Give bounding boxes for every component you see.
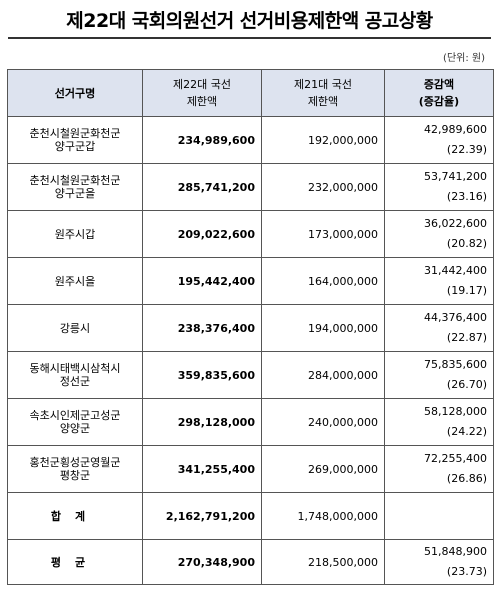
header-21st-limit: 제21대 국선 제한액 <box>261 69 385 117</box>
table-row: 동해시태백시삼척시 정선군 359,835,600 284,000,000 75,835… <box>7 351 494 399</box>
change-amount: 44,376,400 (22.87) <box>384 304 494 352</box>
change-amount: 51,848,900 (23.73) <box>384 539 494 585</box>
table-row: 홍천군횡성군영월군 평창군 341,255,400 269,000,000 72,255… <box>7 445 494 493</box>
change-amount: 75,835,600 (26.70) <box>384 351 494 399</box>
limit-21st: 232,000,000 <box>261 163 385 211</box>
district-name: 춘천시철원군화천군 양구군갑 <box>7 116 143 164</box>
limit-22nd: 2,162,791,200 <box>142 492 262 540</box>
limit-22nd: 298,128,000 <box>142 398 262 446</box>
change-amount: 58,128,000 (24.22) <box>384 398 494 446</box>
district-name: 합계 <box>7 492 143 540</box>
limit-22nd: 341,255,400 <box>142 445 262 493</box>
header-district: 선거구명 <box>7 69 143 117</box>
district-name: 속초시인제군고성군 양양군 <box>7 398 143 446</box>
cost-limit-table: 선거구명 제22대 국선 제한액 제21대 국선 제한액 증감액 (증감율) 춘천시철… <box>7 69 494 585</box>
unit-label: (단위: 원) <box>443 53 485 64</box>
limit-21st: 284,000,000 <box>261 351 385 399</box>
district-name: 원주시갑 <box>7 210 143 258</box>
table-row: 강릉시 238,376,400 194,000,000 44,376,400 (22.8… <box>7 304 494 352</box>
limit-22nd: 195,442,400 <box>142 257 262 305</box>
table-row: 합계 2,162,791,200 1,748,000,000 <box>7 492 494 540</box>
limit-21st: 173,000,000 <box>261 210 385 258</box>
district-name: 춘천시철원군화천군 양구군을 <box>7 163 143 211</box>
limit-21st: 240,000,000 <box>261 398 385 446</box>
limit-21st: 194,000,000 <box>261 304 385 352</box>
table-row: 속초시인제군고성군 양양군 298,128,000 240,000,000 58,128… <box>7 398 494 446</box>
header-change: 증감액 (증감율) <box>384 69 494 117</box>
limit-21st: 192,000,000 <box>261 116 385 164</box>
change-amount: 36,022,600 (20.82) <box>384 210 494 258</box>
table-row: 춘천시철원군화천군 양구군을 285,741,200 232,000,000 53,74… <box>7 163 494 211</box>
title-underline <box>8 37 491 39</box>
limit-22nd: 359,835,600 <box>142 351 262 399</box>
limit-21st: 164,000,000 <box>261 257 385 305</box>
change-amount: 31,442,400 (19.17) <box>384 257 494 305</box>
title-box: 제22대 국회의원선거 선거비용제한액 공고상황 <box>8 4 491 39</box>
district-name: 강릉시 <box>7 304 143 352</box>
limit-22nd: 270,348,900 <box>142 539 262 585</box>
table-header-row: 선거구명 제22대 국선 제한액 제21대 국선 제한액 증감액 (증감율) <box>7 69 494 117</box>
header-22nd-limit: 제22대 국선 제한액 <box>142 69 262 117</box>
table-row: 춘천시철원군화천군 양구군갑 234,989,600 192,000,000 42,98… <box>7 116 494 164</box>
limit-22nd: 234,989,600 <box>142 116 262 164</box>
table-row: 원주시갑 209,022,600 173,000,000 36,022,600 (20.… <box>7 210 494 258</box>
limit-22nd: 238,376,400 <box>142 304 262 352</box>
district-name: 홍천군횡성군영월군 평창군 <box>7 445 143 493</box>
table-row: 평균 270,348,900 218,500,000 51,848,900 (23.73… <box>7 539 494 585</box>
limit-22nd: 209,022,600 <box>142 210 262 258</box>
district-name: 평균 <box>7 539 143 585</box>
limit-21st: 218,500,000 <box>261 539 385 585</box>
page-title: 제22대 국회의원선거 선거비용제한액 공고상황 <box>66 10 433 32</box>
limit-21st: 1,748,000,000 <box>261 492 385 540</box>
limit-22nd: 285,741,200 <box>142 163 262 211</box>
limit-21st: 269,000,000 <box>261 445 385 493</box>
change-amount: 42,989,600 (22.39) <box>384 116 494 164</box>
change-amount <box>384 492 494 540</box>
change-amount: 53,741,200 (23.16) <box>384 163 494 211</box>
district-name: 동해시태백시삼척시 정선군 <box>7 351 143 399</box>
table-row: 원주시을 195,442,400 164,000,000 31,442,400 (19.… <box>7 257 494 305</box>
district-name: 원주시을 <box>7 257 143 305</box>
change-amount: 72,255,400 (26.86) <box>384 445 494 493</box>
